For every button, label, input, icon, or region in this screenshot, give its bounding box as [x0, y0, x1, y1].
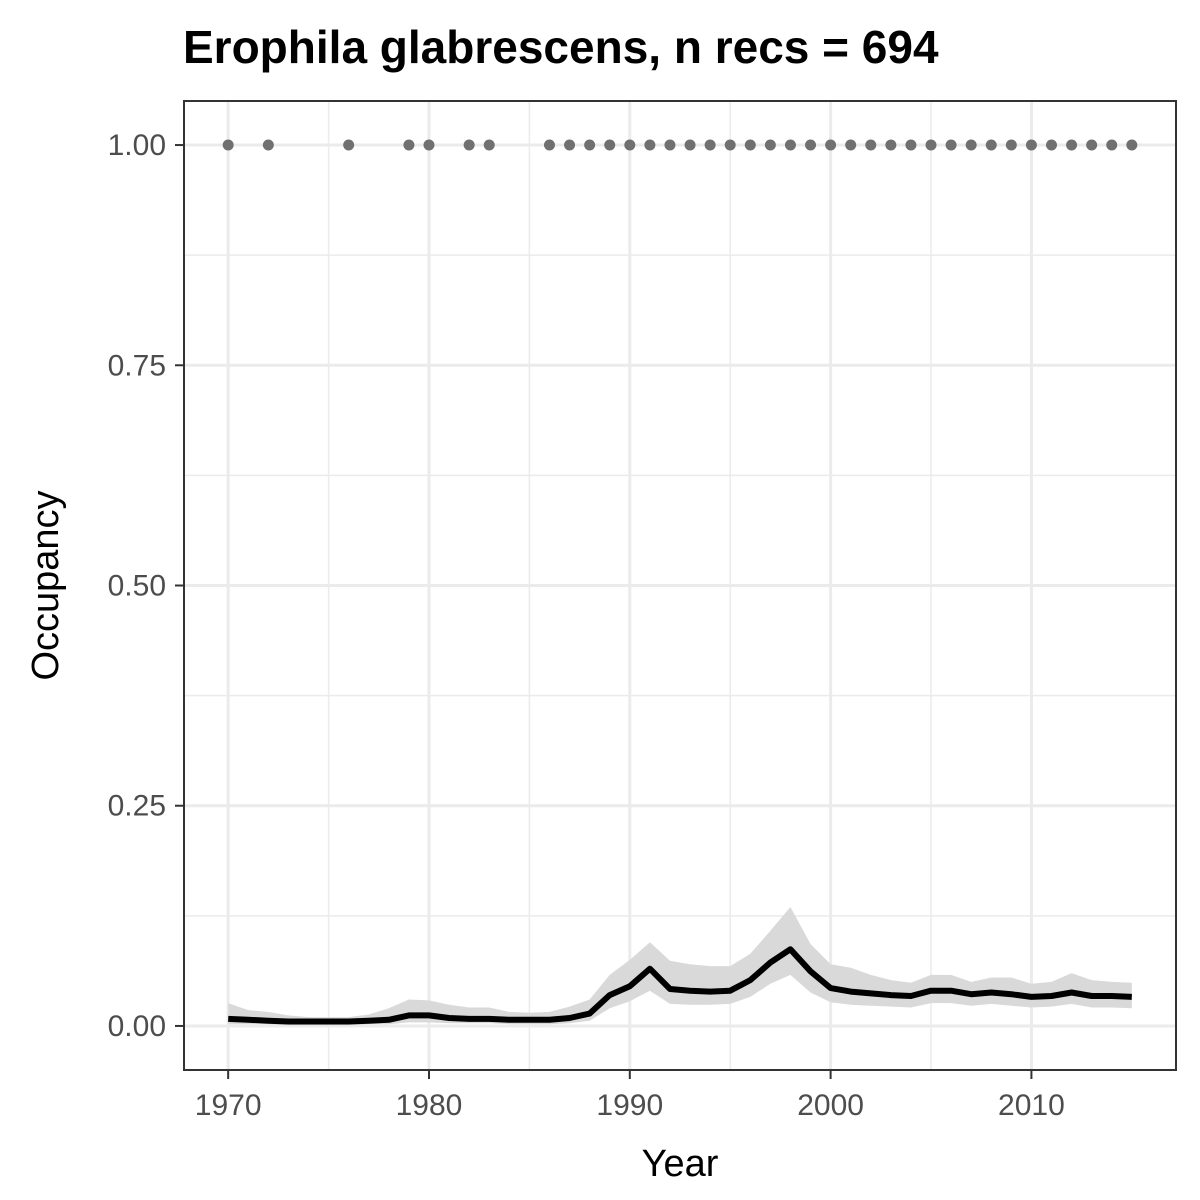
confidence-ribbon-layer — [228, 907, 1132, 1026]
record-point — [1086, 139, 1098, 151]
record-point — [564, 139, 576, 151]
record-point — [905, 139, 917, 151]
y-tick-label: 0.75 — [108, 349, 166, 382]
chart-title: Erophila glabrescens, n recs = 694 — [183, 21, 939, 73]
y-tick-label: 0.50 — [108, 570, 166, 603]
record-point — [945, 139, 957, 151]
y-tick-label: 0.25 — [108, 790, 166, 823]
x-tick-label: 2010 — [998, 1089, 1065, 1122]
record-point — [262, 139, 274, 151]
record-point — [1025, 139, 1037, 151]
record-point — [1106, 139, 1118, 151]
record-point — [704, 139, 716, 151]
record-point — [764, 139, 776, 151]
record-point — [925, 139, 937, 151]
record-point — [483, 139, 495, 151]
axes: 0.00 0.25 0.50 0.75 1.00 1970 1980 1990 2000 2010 — [108, 129, 1065, 1122]
grid-lines — [184, 101, 1176, 1070]
record-point — [865, 139, 877, 151]
record-point — [423, 139, 435, 151]
x-tick-label: 2000 — [797, 1089, 864, 1122]
record-point — [1126, 139, 1138, 151]
record-point — [584, 139, 596, 151]
record-point — [1045, 139, 1057, 151]
record-point — [1066, 139, 1078, 151]
record-point — [624, 139, 636, 151]
x-tick-label: 1990 — [596, 1089, 663, 1122]
y-tick-label: 0.00 — [108, 1010, 166, 1043]
record-point — [985, 139, 997, 151]
record-point — [1005, 139, 1017, 151]
x-tick-label: 1970 — [195, 1089, 262, 1122]
x-tick-label: 1980 — [396, 1089, 463, 1122]
x-axis-title: Year — [642, 1143, 719, 1185]
record-point — [825, 139, 837, 151]
y-tick-label: 1.00 — [108, 129, 166, 162]
record-point — [784, 139, 796, 151]
record-point — [684, 139, 696, 151]
record-point — [845, 139, 857, 151]
record-point — [724, 139, 736, 151]
occupancy-line — [228, 946, 1132, 1025]
record-points-layer — [222, 139, 1138, 151]
record-point — [463, 139, 475, 151]
record-point — [965, 139, 977, 151]
record-point — [543, 139, 555, 151]
record-point — [805, 139, 817, 151]
occupancy-line-layer — [228, 946, 1132, 1025]
record-point — [664, 139, 676, 151]
y-axis-title: Occupancy — [25, 490, 67, 680]
confidence-ribbon — [228, 907, 1132, 1026]
record-point — [343, 139, 355, 151]
record-point — [644, 139, 656, 151]
record-point — [222, 139, 234, 151]
record-point — [604, 139, 616, 151]
record-point — [403, 139, 415, 151]
record-point — [744, 139, 756, 151]
record-point — [885, 139, 897, 151]
